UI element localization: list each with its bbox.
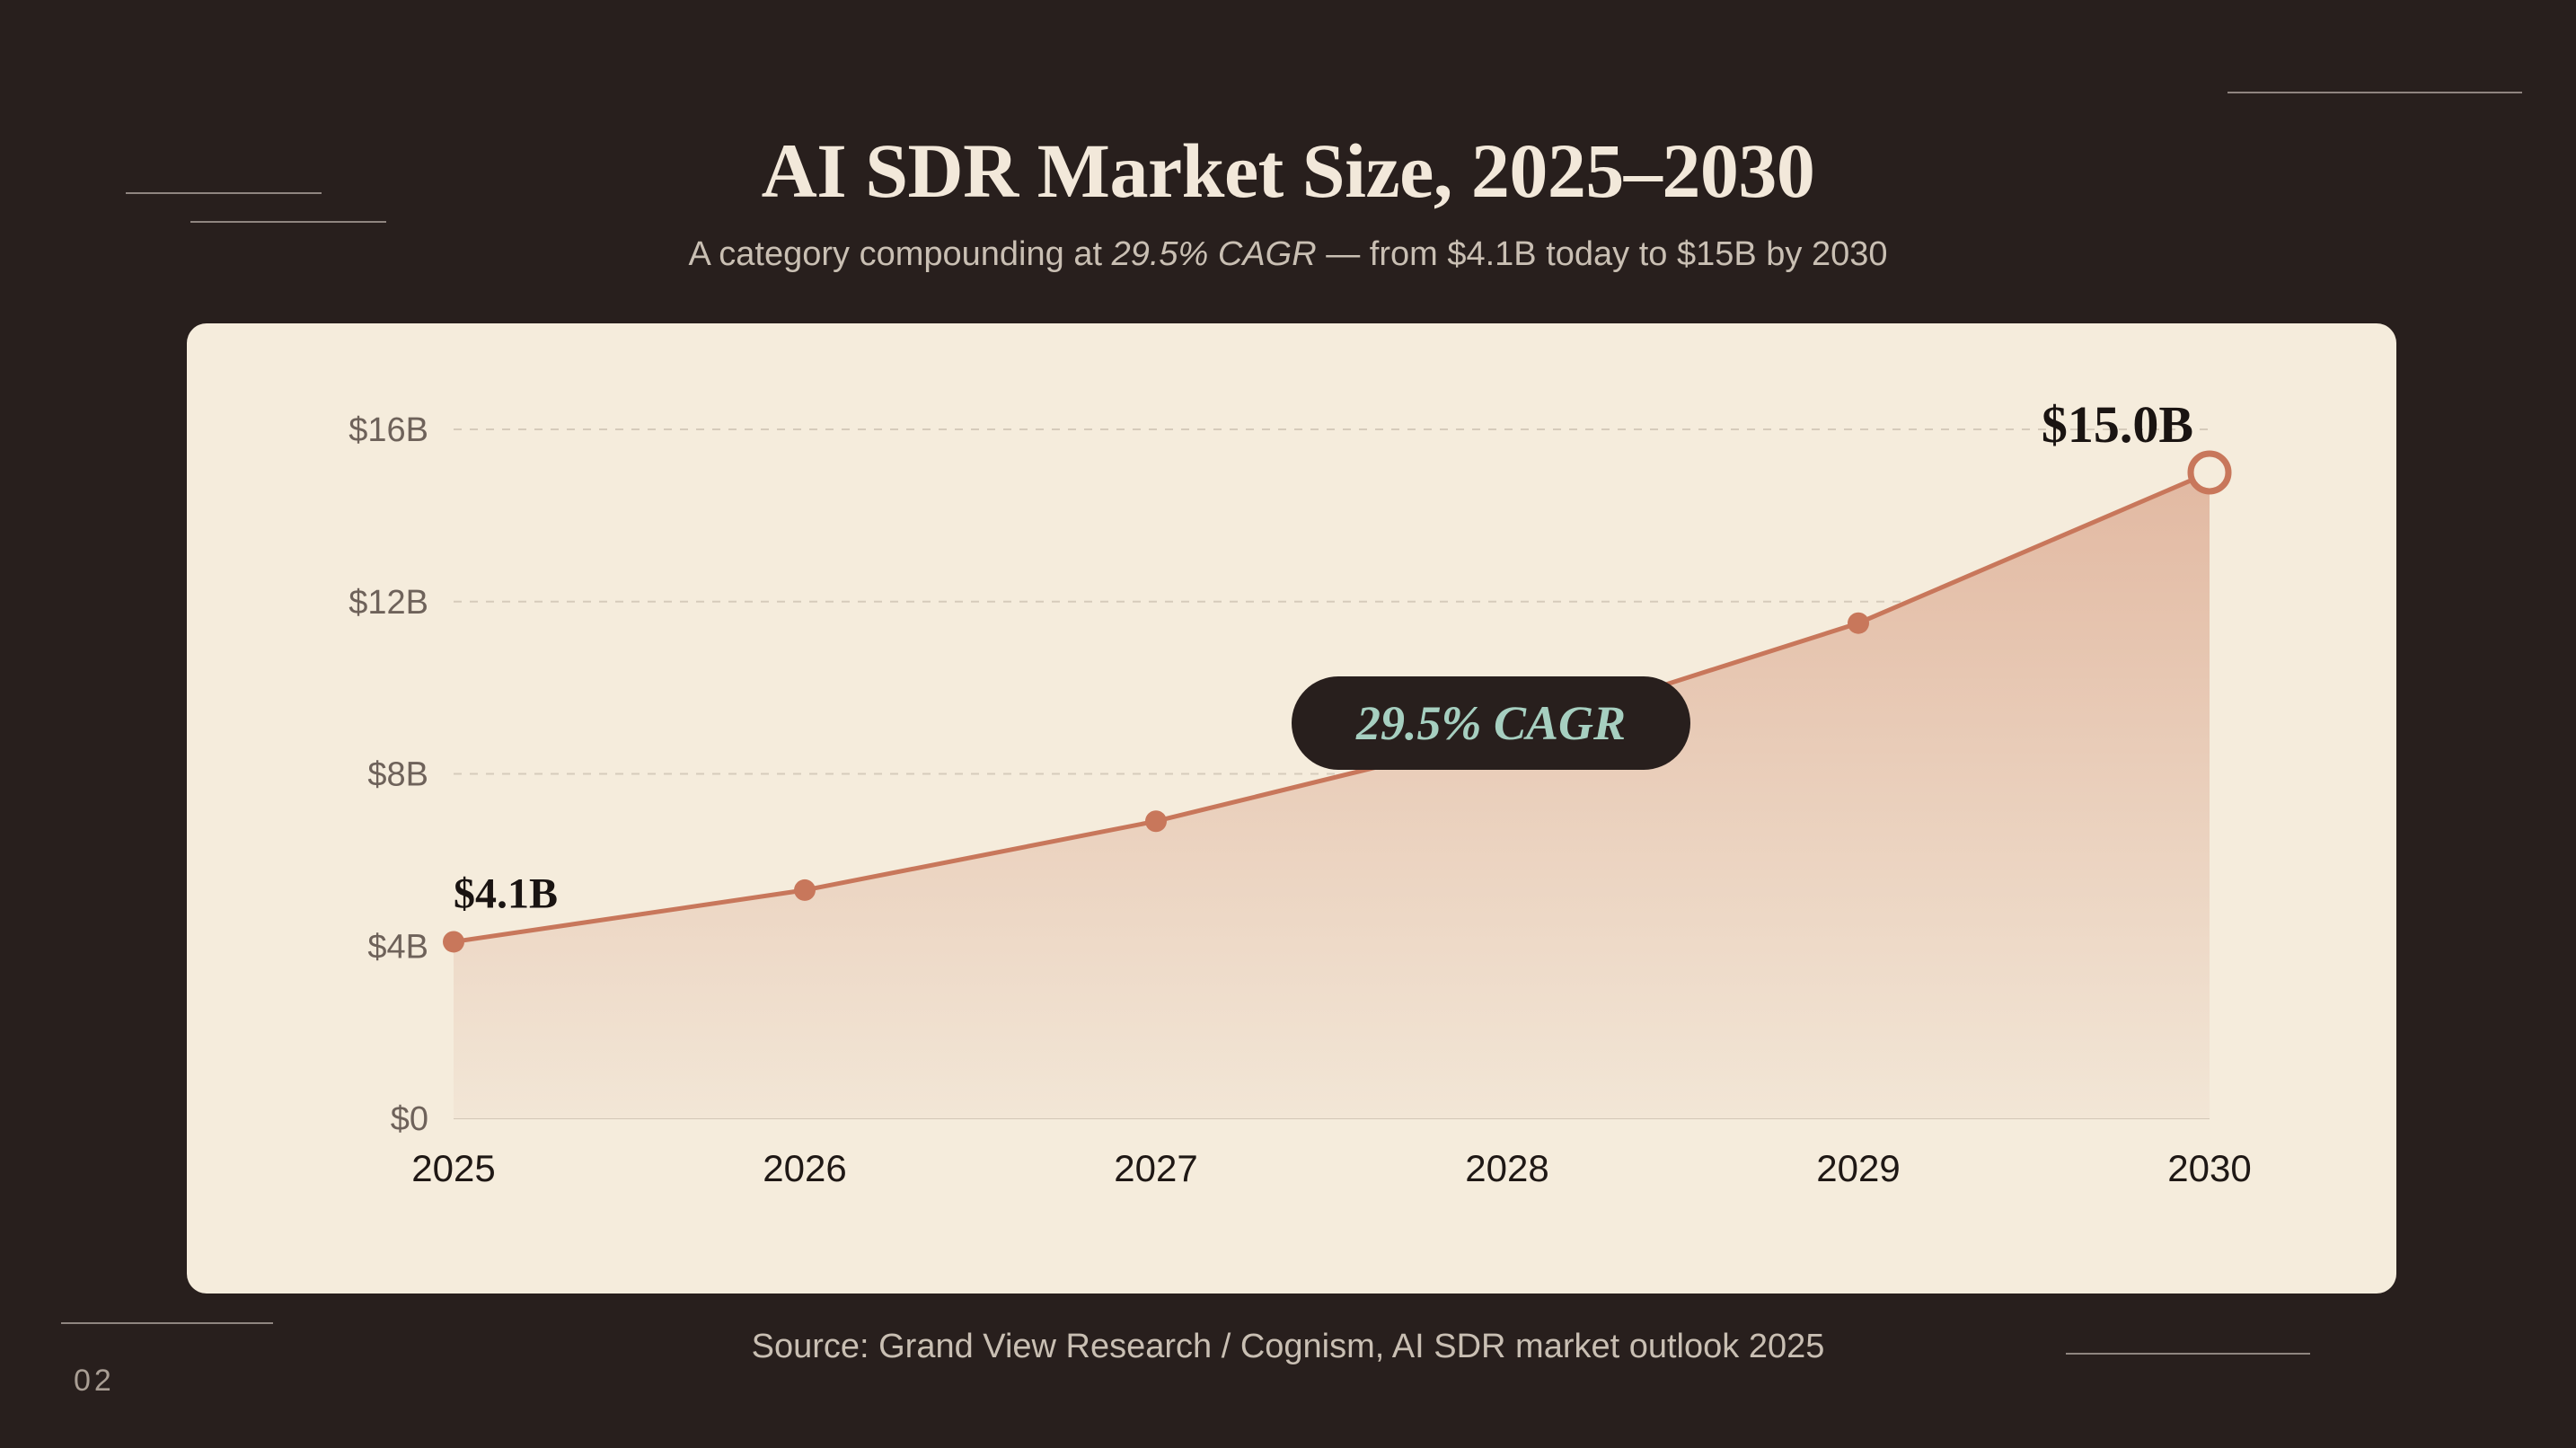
decorative-line [61, 1322, 273, 1324]
page-title: AI SDR Market Size, 2025–2030 [761, 128, 1815, 214]
data-point [1848, 612, 1869, 634]
page-number: 02 [74, 1364, 115, 1398]
x-tick-label: 2028 [1465, 1147, 1548, 1189]
decorative-line [126, 192, 322, 194]
y-tick-label: $12B [348, 584, 428, 622]
x-tick-label: 2026 [763, 1147, 846, 1189]
cagr-annotation-text: 29.5% CAGR [1355, 696, 1626, 750]
data-point [443, 931, 464, 953]
x-tick-label: 2030 [2167, 1147, 2251, 1189]
series-area [454, 472, 2210, 1118]
page-subtitle: A category compounding at 29.5% CAGR — f… [0, 235, 2576, 274]
x-tick-label: 2029 [1816, 1147, 1900, 1189]
data-point [794, 879, 816, 901]
subtitle-text-end: — from $4.1B today to $15B by 2030 [1316, 235, 1888, 273]
x-tick-label: 2025 [411, 1147, 495, 1189]
subtitle-text: A category compounding at [688, 235, 1112, 273]
series-line [453, 470, 2210, 944]
data-point-highlight [2187, 450, 2232, 495]
y-tick-label: $16B [348, 411, 428, 449]
chart-card: $0 $4B $8B $12B $16B 2025 2026 2027 2028 2029 2030… [187, 323, 2396, 1293]
data-point [1145, 810, 1167, 833]
y-tick-label: $0 [391, 1100, 428, 1138]
decorative-line [2228, 92, 2522, 93]
subtitle-emphasis: 29.5% CAGR [1111, 235, 1317, 273]
decorative-line [2066, 1353, 2310, 1355]
y-tick-label: $4B [367, 928, 428, 966]
x-tick-label: 2027 [1114, 1147, 1197, 1189]
cagr-annotation-pill [1292, 676, 1690, 770]
data-label: $15.0B [2042, 395, 2193, 454]
market-size-chart: $0 $4B $8B $12B $16B 2025 2026 2027 2028 2029 2030… [348, 395, 2251, 1189]
y-tick-label: $8B [367, 756, 428, 794]
decorative-line [190, 221, 386, 223]
data-label: $4.1B [454, 870, 558, 917]
source-note: Source: Grand View Research / Cognism, A… [751, 1328, 1825, 1365]
